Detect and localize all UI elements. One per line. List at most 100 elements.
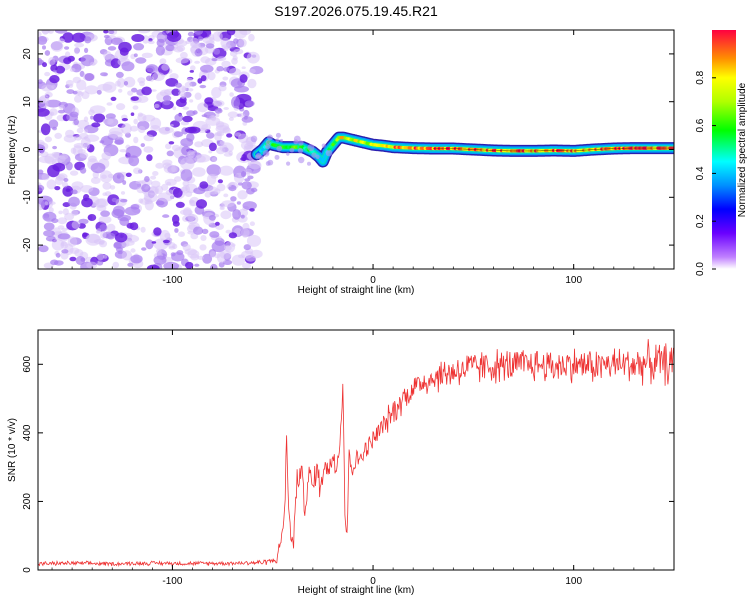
noise-blob: [152, 72, 165, 82]
noise-blob: [209, 115, 216, 121]
snr-y-label: SNR (10 * v/v): [7, 418, 18, 482]
noise-blob: [180, 138, 194, 147]
noise-blob: [194, 49, 203, 57]
noise-blob: [211, 157, 217, 162]
noise-blob: [143, 134, 154, 142]
noise-blob: [65, 188, 71, 192]
noise-blob: [211, 58, 218, 62]
noise-blob: [187, 150, 195, 159]
noise-blob: [172, 214, 180, 224]
noise-blob: [100, 72, 108, 77]
spectrogram-y-tick-label: 20: [22, 48, 33, 60]
track-noise-blob: [276, 145, 283, 152]
noise-blob: [43, 222, 55, 231]
track-noise-blob: [307, 161, 311, 166]
noise-blob: [121, 118, 128, 122]
track-noise-blob: [265, 161, 271, 166]
noise-blob: [237, 190, 248, 200]
noise-blob: [231, 57, 238, 65]
noise-blob: [38, 31, 42, 37]
snr-x-tick-label: 100: [565, 576, 582, 587]
noise-blob: [175, 57, 189, 64]
noise-blob: [189, 70, 194, 73]
noise-blob: [165, 189, 175, 196]
noise-blob: [73, 46, 80, 55]
noise-blob: [182, 180, 190, 187]
noise-blob: [80, 185, 94, 193]
noise-blob: [220, 210, 232, 220]
noise-blob: [99, 224, 108, 232]
noise-blob: [57, 233, 71, 240]
noise-blob: [40, 151, 49, 158]
noise-blob: [209, 231, 220, 238]
noise-blob: [221, 60, 231, 68]
noise-blob: [102, 192, 108, 196]
noise-blob: [165, 143, 172, 150]
noise-blob: [61, 249, 69, 254]
noise-blob: [72, 76, 82, 84]
noise-blob: [236, 201, 241, 205]
noise-blob: [146, 65, 155, 73]
noise-blob: [246, 171, 251, 177]
noise-blob: [156, 34, 166, 40]
noise-blob: [158, 126, 174, 134]
noise-blob: [215, 221, 220, 226]
noise-blob: [120, 198, 128, 203]
noise-blob: [77, 91, 84, 97]
noise-blob: [54, 30, 68, 34]
noise-blob: [175, 201, 185, 208]
noise-blob: [136, 95, 149, 104]
track-noise-blob: [274, 154, 280, 160]
track-noise-blob: [275, 132, 281, 138]
track-noise-blob: [289, 147, 295, 153]
noise-blob: [60, 251, 69, 260]
noise-blob: [242, 201, 257, 211]
noise-blob: [108, 30, 115, 35]
noise-blob: [204, 191, 212, 198]
noise-blob: [101, 151, 111, 161]
noise-blob: [231, 96, 240, 109]
noise-blob: [112, 172, 125, 184]
noise-blob: [117, 251, 123, 255]
noise-blob: [69, 67, 76, 72]
noise-blob: [194, 92, 202, 100]
noise-blob: [186, 77, 193, 82]
noise-blob: [208, 150, 213, 154]
noise-blob: [44, 71, 51, 77]
noise-blob: [180, 51, 188, 59]
noise-blob: [96, 89, 102, 95]
noise-blob: [84, 36, 92, 44]
noise-blob: [141, 247, 147, 251]
noise-blob: [166, 150, 174, 157]
noise-blob: [118, 88, 123, 93]
noise-blob: [174, 228, 179, 233]
track-noise-blob: [298, 140, 304, 146]
snr-y-tick-label: 400: [22, 424, 33, 441]
noise-blob: [63, 57, 72, 65]
colorbar-tick-label: 0.2: [695, 214, 706, 228]
noise-blob: [74, 42, 85, 48]
noise-blob: [241, 154, 247, 162]
noise-blob: [57, 225, 65, 230]
noise-blob: [214, 132, 222, 142]
noise-blob: [90, 162, 106, 174]
noise-blob: [131, 34, 145, 42]
noise-blob: [182, 106, 189, 110]
noise-blob: [241, 66, 246, 69]
noise-blob: [162, 214, 170, 218]
noise-blob: [71, 181, 84, 190]
noise-blob: [174, 113, 184, 122]
noise-blob: [242, 262, 251, 269]
noise-blob: [146, 75, 153, 82]
noise-blob: [205, 43, 215, 49]
noise-blob: [162, 239, 170, 244]
noise-blob: [179, 96, 187, 104]
noise-blob: [170, 252, 176, 257]
noise-blob: [194, 263, 200, 267]
noise-blob: [112, 261, 120, 269]
noise-blob: [200, 75, 207, 82]
noise-blob: [143, 192, 158, 203]
noise-blob: [38, 155, 55, 164]
noise-blob: [127, 262, 134, 267]
noise-blob: [63, 178, 69, 182]
